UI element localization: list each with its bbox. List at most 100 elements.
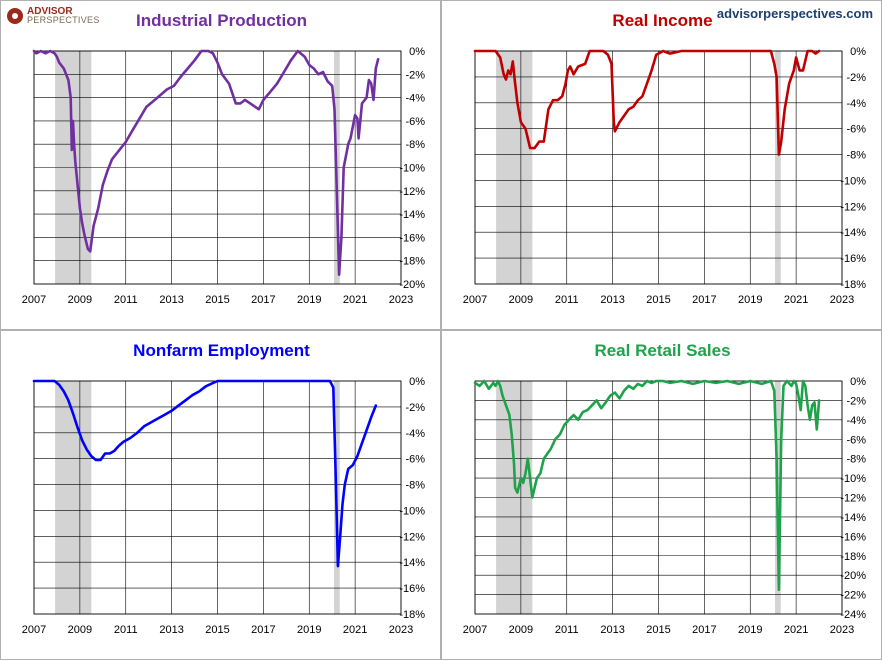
y-tick-label: -18%: [840, 551, 866, 563]
y-tick-label: -14%: [840, 227, 866, 239]
y-tick-label: 0%: [850, 376, 866, 388]
x-tick-label: 2011: [555, 624, 579, 636]
y-tick-label: -14%: [399, 557, 425, 569]
y-tick-label: -6%: [846, 434, 866, 446]
x-tick-label: 2017: [692, 294, 716, 306]
x-tick-label: 2015: [646, 624, 670, 636]
y-tick-label: -18%: [399, 256, 425, 268]
y-tick-label: -6%: [405, 454, 425, 466]
chart-title: Nonfarm Employment: [133, 341, 310, 360]
x-tick-label: 2007: [463, 624, 487, 636]
brand-logo-line1: ADVISOR: [27, 6, 73, 17]
recession-band: [496, 51, 533, 284]
series-line: [473, 379, 821, 592]
chart-panel-industrial-production: 0% -2% -4% -6% -8% -10% -12% -14% -16% -18% -20% 20…: [0, 0, 441, 330]
y-tick-label: -16%: [840, 531, 866, 543]
y-tick-label: -12%: [399, 186, 425, 198]
x-tick-label: 2011: [114, 294, 138, 306]
y-tick-label: -10%: [840, 473, 866, 485]
y-tick-label: -6%: [846, 124, 866, 136]
x-tick-label: 2013: [159, 624, 183, 636]
x-tick-label: 2023: [830, 294, 854, 306]
y-tick-label: -18%: [840, 279, 866, 291]
recession-band: [55, 381, 92, 614]
x-tick-label: 2017: [251, 294, 275, 306]
y-tick-label: -4%: [405, 93, 425, 105]
chart-panel-real-income: 0% -2% -4% -6% -8% -10% -12% -14% -16% -18% 2007 20…: [441, 0, 882, 330]
x-tick-label: 2013: [159, 294, 183, 306]
series-line: [32, 49, 380, 277]
y-tick-label: -10%: [399, 505, 425, 517]
x-tick-label: 2011: [555, 294, 579, 306]
y-tick-label: 0%: [409, 376, 425, 388]
y-tick-label: -16%: [399, 583, 425, 595]
y-tick-label: -20%: [399, 279, 425, 291]
plot-border: [474, 50, 843, 285]
chart-panel-real-retail-sales: 0% -2% -4% -6% -8% -10% -12% -14% -16% -18% -20% -2…: [441, 330, 882, 660]
y-tick-label: -12%: [399, 531, 425, 543]
brand-logo-line2: PERSPECTIVES: [27, 15, 100, 25]
chart-svg: 0% -2% -4% -6% -8% -10% -12% -14% -16% -18% -20% -2…: [463, 376, 866, 636]
chart-title: Real Income: [612, 11, 713, 30]
x-tick-label: 2019: [738, 624, 762, 636]
y-tick-label: -20%: [840, 570, 866, 582]
y-tick-label: -8%: [405, 480, 425, 492]
x-tick-label: 2021: [343, 294, 367, 306]
y-tick-label: -2%: [405, 69, 425, 81]
brand-mark-icon: [7, 8, 23, 24]
chart-title: Real Retail Sales: [594, 341, 731, 360]
x-tick-label: 2007: [22, 294, 46, 306]
y-tick-label: -8%: [846, 454, 866, 466]
x-tick-label: 2015: [646, 294, 670, 306]
y-tick-label: -14%: [840, 512, 866, 524]
y-tick-label: -4%: [846, 415, 866, 427]
series-line: [32, 379, 378, 568]
y-tick-label: -16%: [399, 232, 425, 244]
y-tick-label: -6%: [405, 116, 425, 128]
y-tick-label: -24%: [840, 609, 866, 621]
y-tick-label: -10%: [399, 163, 425, 175]
y-tick-label: -4%: [405, 428, 425, 440]
site-url: advisorperspectives.com: [716, 6, 873, 21]
x-tick-label: 2023: [389, 624, 413, 636]
chart-svg: 0% -2% -4% -6% -8% -10% -12% -14% -16% -18% 2007 20…: [463, 46, 866, 306]
y-tick-label: -8%: [405, 139, 425, 151]
recession-band: [775, 51, 781, 284]
x-tick-label: 2019: [297, 624, 321, 636]
y-tick-label: -18%: [399, 609, 425, 621]
x-tick-label: 2009: [509, 294, 533, 306]
y-tick-label: -4%: [846, 98, 866, 110]
y-tick-label: -22%: [840, 590, 866, 602]
x-tick-label: 2021: [343, 624, 367, 636]
x-tick-label: 2007: [22, 624, 46, 636]
y-tick-label: -2%: [405, 402, 425, 414]
x-tick-label: 2019: [738, 294, 762, 306]
y-tick-label: -8%: [846, 150, 866, 162]
series-line: [473, 49, 821, 156]
x-tick-label: 2009: [509, 624, 533, 636]
y-tick-label: 0%: [409, 46, 425, 58]
chart-svg: 0% -2% -4% -6% -8% -10% -12% -14% -16% -18% 2007 20…: [22, 376, 425, 636]
chart-svg: 0% -2% -4% -6% -8% -10% -12% -14% -16% -18% -20% 20…: [22, 46, 425, 306]
x-tick-label: 2013: [600, 624, 624, 636]
y-tick-label: -10%: [840, 175, 866, 187]
x-tick-label: 2021: [784, 294, 808, 306]
y-tick-label: -2%: [846, 72, 866, 84]
x-tick-label: 2017: [251, 624, 275, 636]
chart-panel-nonfarm-employment: 0% -2% -4% -6% -8% -10% -12% -14% -16% -18% 2007 20…: [0, 330, 441, 660]
x-tick-label: 2009: [68, 624, 92, 636]
brand-logo: ADVISOR PERSPECTIVES: [7, 7, 100, 25]
y-tick-label: -12%: [840, 493, 866, 505]
x-tick-label: 2015: [205, 294, 229, 306]
x-tick-label: 2011: [114, 624, 138, 636]
x-tick-label: 2013: [600, 294, 624, 306]
x-tick-label: 2021: [784, 624, 808, 636]
y-tick-label: -2%: [846, 395, 866, 407]
x-tick-label: 2015: [205, 624, 229, 636]
x-tick-label: 2023: [389, 294, 413, 306]
brand-logo-text: ADVISOR PERSPECTIVES: [27, 7, 100, 25]
y-tick-label: -16%: [840, 253, 866, 265]
x-tick-label: 2017: [692, 624, 716, 636]
x-tick-label: 2023: [830, 624, 854, 636]
y-tick-label: 0%: [850, 46, 866, 58]
